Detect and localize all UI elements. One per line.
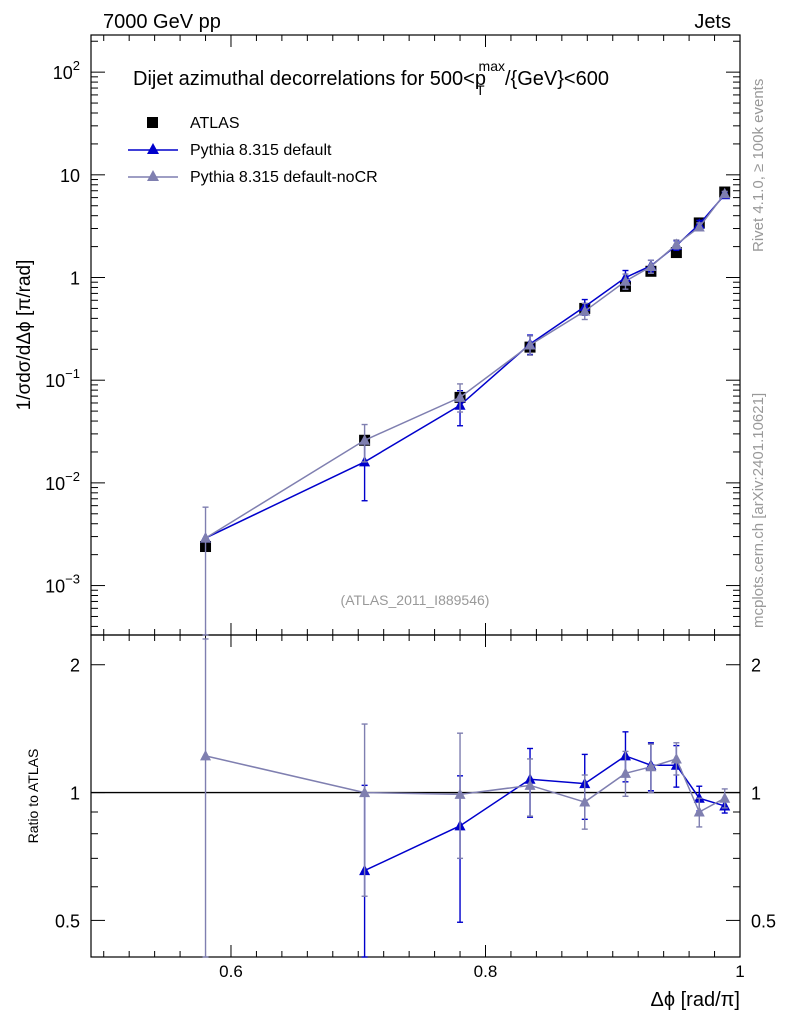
ratio-nocr-point bbox=[454, 788, 466, 799]
ratio-y-tick-label-right: 0.5 bbox=[751, 911, 776, 931]
nocr-line bbox=[205, 193, 726, 539]
nocr-point bbox=[619, 275, 631, 286]
nocr-point bbox=[579, 305, 591, 316]
ratio-y-tick-label-right: 2 bbox=[751, 656, 761, 676]
ratio-nocr-line bbox=[205, 755, 726, 814]
ratio-default-line bbox=[364, 755, 725, 872]
x-axis-label: Δϕ [rad/π] bbox=[651, 989, 741, 1011]
atlas-point bbox=[670, 247, 682, 259]
y-tick-label: 10−1 bbox=[45, 366, 80, 391]
ratio-nocr-point bbox=[719, 792, 731, 803]
nocr-point bbox=[645, 260, 657, 272]
nocr-point bbox=[454, 391, 466, 402]
y-tick-label: 102 bbox=[53, 58, 80, 83]
ratio-default-point bbox=[693, 792, 705, 803]
nocr-point bbox=[670, 238, 682, 249]
ratio-panel-marks bbox=[91, 638, 740, 958]
nocr-point bbox=[524, 339, 536, 350]
ratio-nocr-point bbox=[693, 806, 705, 817]
nocr-point bbox=[200, 532, 212, 543]
energy-label: 7000 GeV pp bbox=[103, 11, 221, 33]
ratio-nocr-point bbox=[645, 760, 657, 772]
x-tick-label: 0.6 bbox=[219, 962, 243, 981]
tick-labels: 0.6 0.8 1 10−3 10−2 10−1 1 10 102 0.5 0.5 1 1 2 2 bbox=[45, 58, 776, 981]
x-tick-label: 0.8 bbox=[474, 962, 498, 981]
legend-label-default: Pythia 8.315 default bbox=[190, 142, 332, 159]
legend-marker-default bbox=[147, 143, 159, 154]
legend-label-atlas: ATLAS bbox=[190, 115, 240, 132]
default-line bbox=[205, 194, 726, 539]
chart-title: Dijet azimuthal decorrelations for 500<p… bbox=[133, 58, 609, 98]
nocr-point bbox=[719, 187, 731, 199]
mcplots-label: mcplots.cern.ch [arXiv:2401.10621] bbox=[750, 393, 767, 628]
legend: ATLAS Pythia 8.315 default Pythia 8.315 … bbox=[128, 115, 378, 186]
analysis-label: (ATLAS_2011_I889546) bbox=[341, 592, 490, 608]
legend-label-nocr: Pythia 8.315 default-noCR bbox=[190, 169, 378, 186]
ratio-nocr-point bbox=[579, 796, 591, 807]
ratio-nocr-point bbox=[619, 767, 631, 778]
nocr-point bbox=[359, 434, 371, 445]
ratio-y-tick-label: 2 bbox=[70, 656, 80, 676]
ratio-nocr-point bbox=[524, 779, 536, 790]
ratio-y-axis-label: Ratio to ATLAS bbox=[25, 749, 41, 844]
ratio-nocr-point bbox=[670, 752, 682, 764]
jets-label: Jets bbox=[694, 11, 731, 33]
y-tick-label: 10−2 bbox=[45, 469, 80, 494]
y-tick-label: 10 bbox=[60, 166, 80, 186]
ratio-nocr-point bbox=[359, 786, 371, 798]
ratio-y-tick-label: 0.5 bbox=[55, 911, 80, 931]
ratio-nocr-point bbox=[200, 749, 212, 761]
main-panel-frame bbox=[90, 34, 741, 636]
legend-marker-nocr bbox=[147, 170, 159, 181]
ratio-y-tick-label-right: 1 bbox=[751, 784, 761, 804]
x-tick-label: 1 bbox=[735, 962, 744, 981]
main-y-axis-label: 1/σdσ/dΔϕ [π/rad] bbox=[14, 260, 35, 411]
main-panel-marks bbox=[200, 186, 731, 636]
rivet-version-label: Rivet 4.1.0, ≥ 100k events bbox=[750, 79, 767, 252]
y-tick-label: 1 bbox=[70, 269, 80, 289]
y-tick-label: 10−3 bbox=[45, 572, 80, 597]
nocr-point bbox=[693, 221, 705, 232]
axis-ticks bbox=[91, 35, 741, 957]
legend-marker-atlas bbox=[147, 117, 158, 128]
ratio-y-tick-label: 1 bbox=[70, 784, 80, 804]
ratio-panel-frame bbox=[90, 634, 741, 958]
